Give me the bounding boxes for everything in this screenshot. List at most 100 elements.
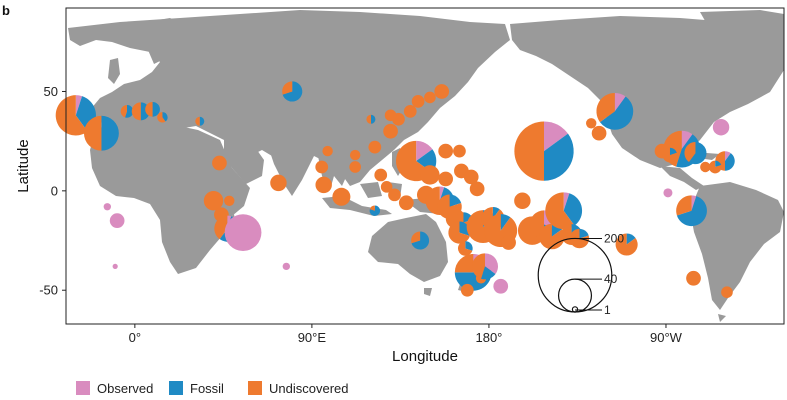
island-pie [411,231,430,250]
pie-slice-undiscovered [586,118,597,129]
island-pie [715,151,735,171]
pie-slice-undiscovered [214,215,228,240]
pie-slice-undiscovered [471,253,485,279]
pie-slice-undiscovered [514,192,531,210]
size-legend-circle [571,306,579,313]
pie-slice-observed [691,195,697,211]
island-pie [195,116,205,126]
island-pie [460,283,474,297]
pie-slice-fossil [480,266,496,280]
pie-slice-observed [103,203,111,211]
pie-slice-undiscovered [684,142,696,163]
island-pie [315,176,332,194]
island-pie [368,140,382,154]
island-pie [380,181,393,193]
landmass-scandinavia [146,18,186,64]
landmass-britain [108,58,120,84]
pie-slice-undiscovered [270,174,287,192]
island-pie [388,188,401,202]
pie-slice-undiscovered [514,121,545,181]
landmass-arabia [224,140,264,184]
island-pie [109,213,125,229]
pie-slice-observed [484,253,498,275]
pie-slice-undiscovered [368,140,382,154]
plot-frame [65,7,785,325]
pie-slice-undiscovered [120,104,127,118]
pie-slice-undiscovered [315,176,332,194]
island-pie [384,109,397,122]
x-axis-label: Longitude [392,348,458,365]
pie-slice-fossil [101,115,119,151]
y-tick-label: 50 [44,84,58,99]
pie-slice-undiscovered [411,95,425,108]
pie-slice-observed [224,214,262,251]
island-pie [501,235,516,250]
island-pie [398,195,414,211]
size-legend-label: 200 [604,231,624,245]
x-axis-ticks: 0° 90°E 180° 90°W [129,324,683,345]
island-pie [545,192,583,230]
island-pie [203,191,224,211]
pie-slice-undiscovered [463,169,479,185]
pie-slice-undiscovered [460,283,474,297]
pie-slice-fossil [369,205,381,216]
island-pie [438,143,454,159]
legend-swatch-fossil [169,381,183,395]
island-pie [514,192,531,210]
pie-slice-fossil [544,133,574,181]
pie-slice-fossil [688,142,707,165]
pie-slice-undiscovered [212,155,227,171]
pie-slice-observed [544,121,568,152]
map-plot-area: 200 40 1 [55,7,785,325]
legend-label-fossil: Fossil [190,381,224,396]
pie-slice-observed [663,188,673,198]
pie-slice-undiscovered [591,125,607,141]
pie-slice-undiscovered [403,104,417,118]
island-pie [103,203,111,211]
pie-slice-fossil [579,228,589,239]
pie-slice-undiscovered [676,195,692,216]
y-tick-label: 0 [51,183,58,198]
pie-slice-undiscovered [596,92,615,123]
pie-slice-fossil [449,194,462,207]
landmass-greenland [700,10,784,58]
pie-slice-undiscovered [195,116,200,126]
landmass-indonesia [322,182,402,216]
color-legend: Observed Fossil Undiscovered [76,381,349,396]
pie-slice-fossil [125,104,134,118]
island-pie [453,144,466,158]
pie-slice-fossil [563,193,583,226]
pie-slice-observed [109,213,125,229]
island-pie [712,119,730,136]
pie-slice-undiscovered [438,171,454,187]
island-pie [366,114,376,124]
island-pie [434,84,450,99]
island-pie [493,278,509,294]
pie-slice-undiscovered [545,192,575,230]
pie-slice-observed [416,140,433,162]
pie-slice-undiscovered [453,144,466,158]
landmass-central-america [660,166,704,190]
pie-slice-undiscovered [438,143,454,159]
island-pie [145,102,160,117]
island-pie [315,160,329,174]
pie-slice-undiscovered [448,221,470,244]
island-pie [224,195,235,206]
pie-slice-fossil [411,231,430,250]
pie-slice-undiscovered [322,145,333,157]
pie-slice-fossil [599,96,634,130]
pie-slice-undiscovered [662,147,678,163]
pie-slice-observed [724,151,731,162]
island-pie [463,169,479,185]
island-pie [471,253,498,280]
pie-slice-undiscovered [615,233,638,256]
island-pie [383,123,398,139]
pie-slice-undiscovered [55,95,88,136]
island-pie [411,95,425,108]
pie-slice-undiscovered [349,161,361,173]
landmass-africa [90,122,250,274]
pie-slice-undiscovered [366,114,371,124]
island-pie [662,147,678,163]
size-legend-label: 1 [604,303,611,317]
pie-slice-undiscovered [708,160,722,174]
